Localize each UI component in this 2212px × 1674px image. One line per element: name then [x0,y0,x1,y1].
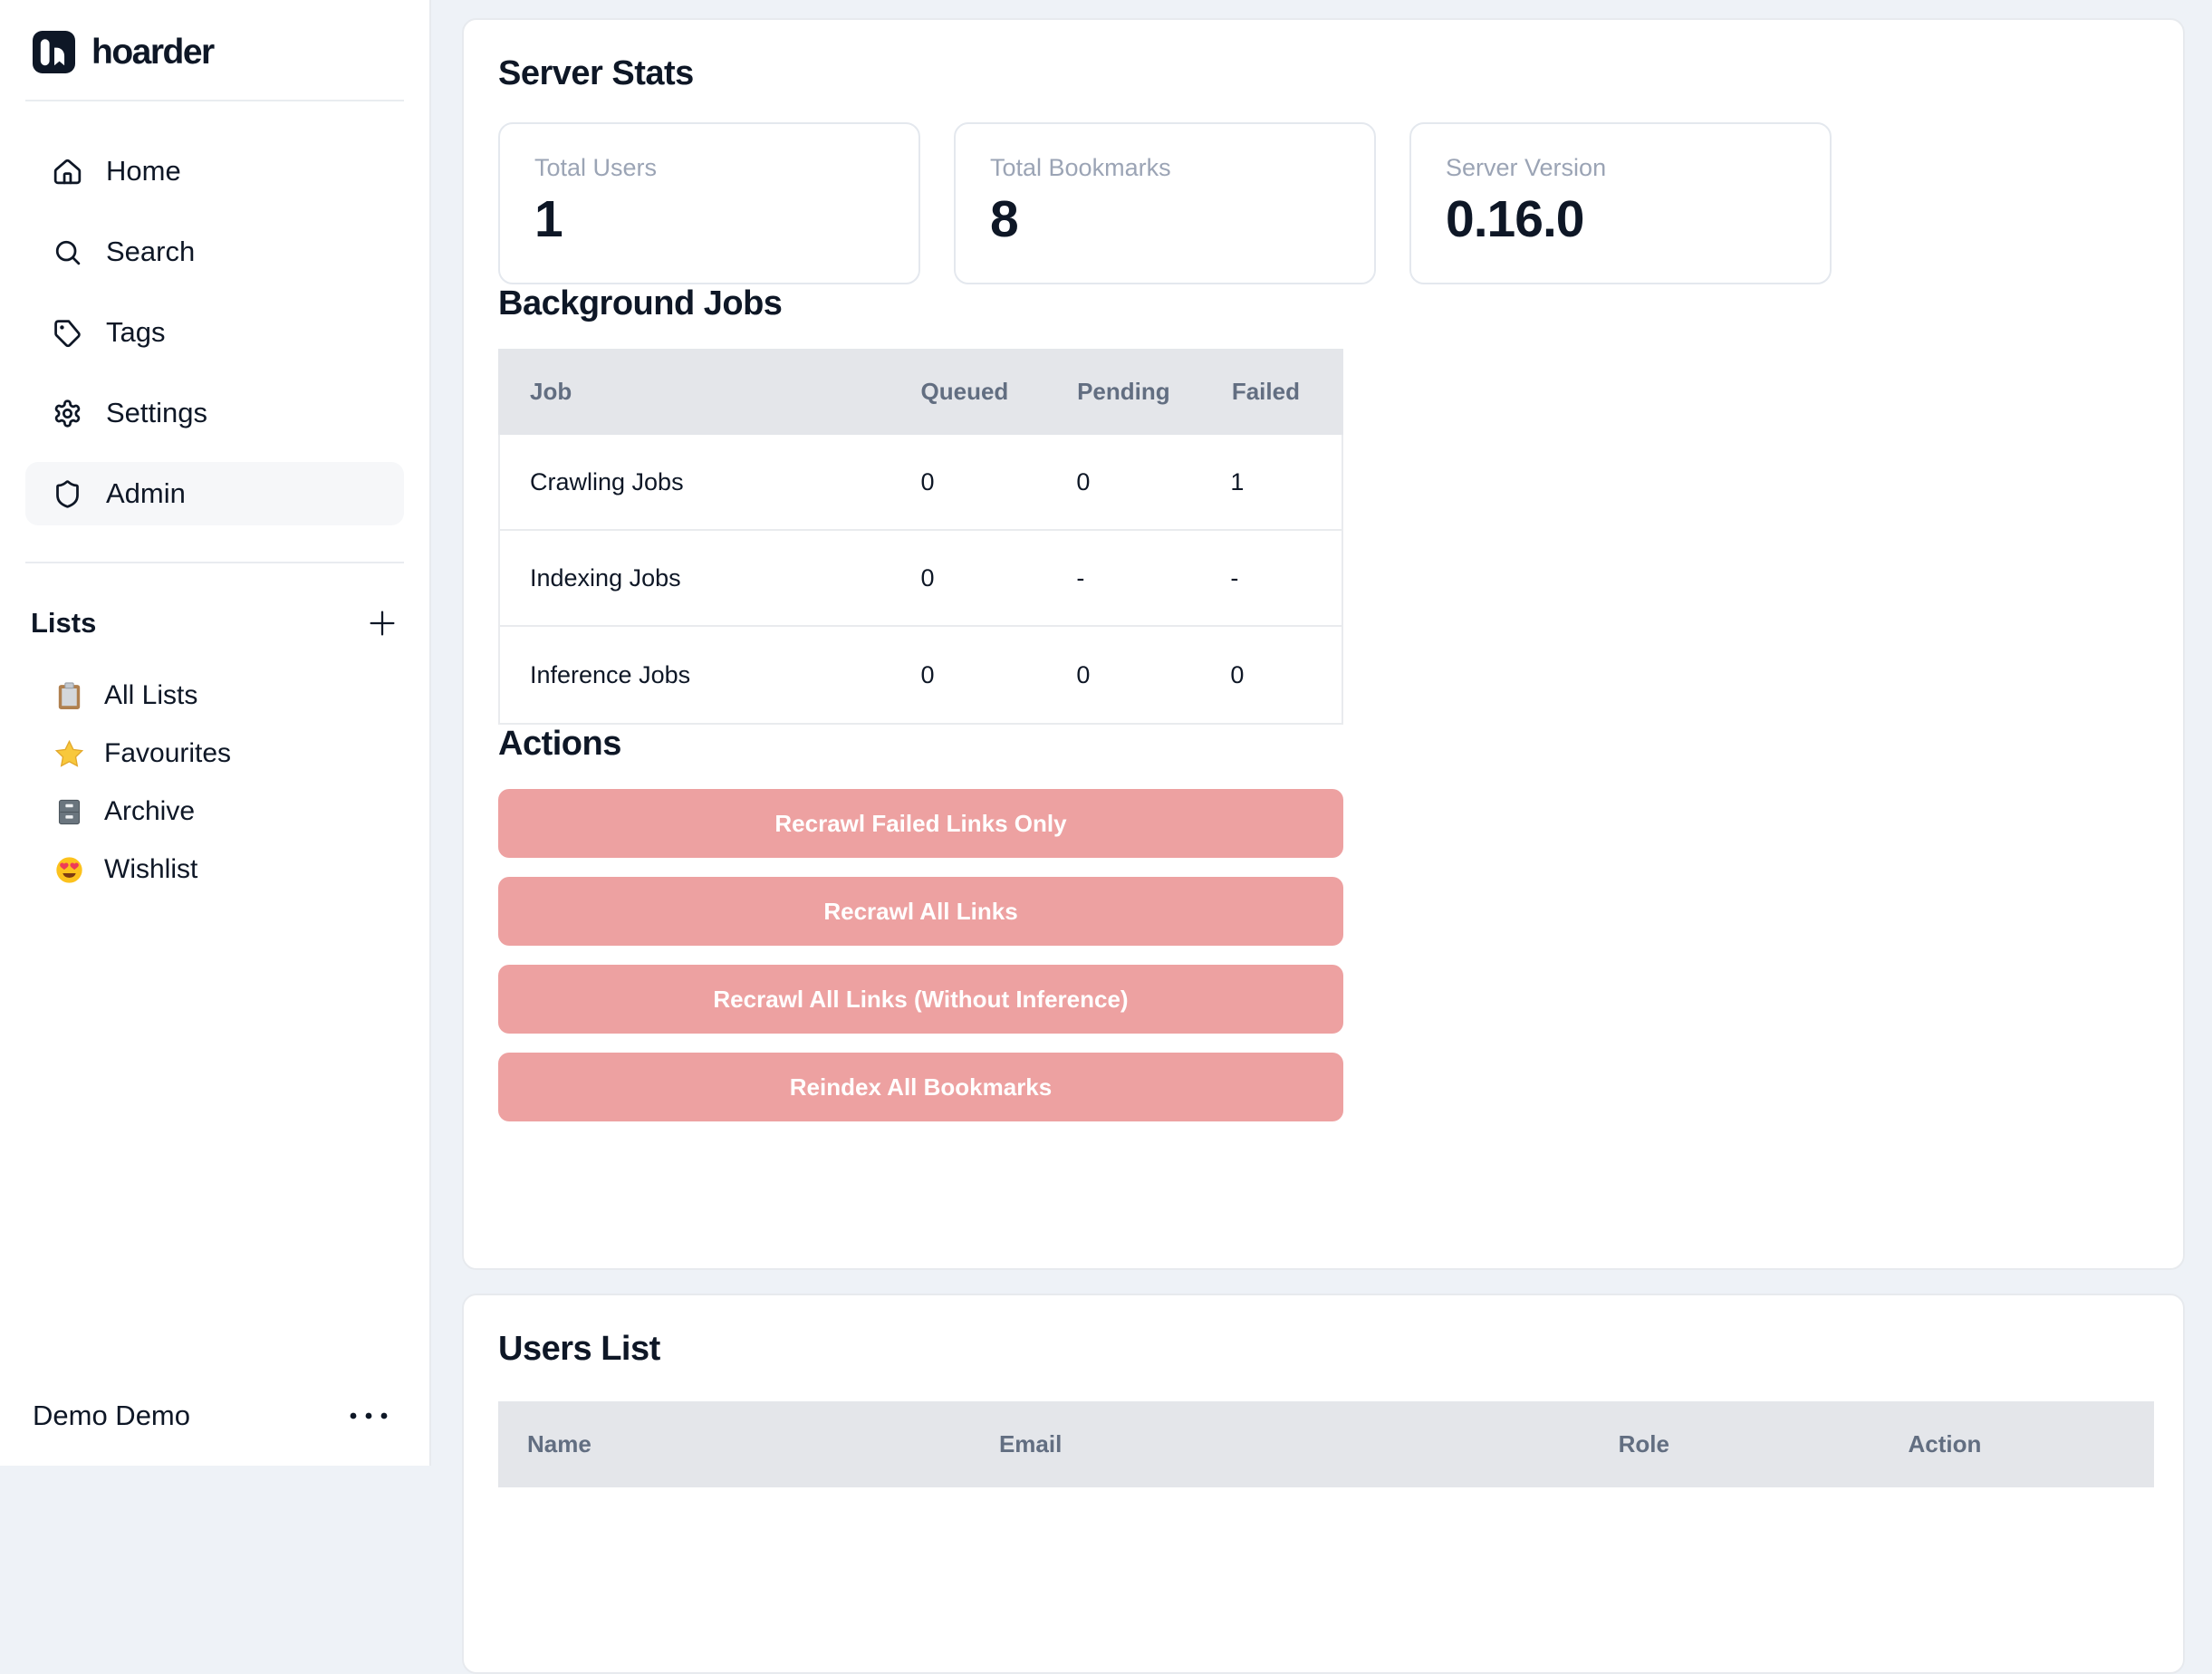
server-stats-row: Total Users 1 Total Bookmarks 8 Server V… [498,122,2149,284]
column-header-name: Name [527,1430,591,1458]
column-header-role: Role [1618,1430,1669,1458]
list-item-label: Favourites [104,738,232,768]
lists-header: Lists [25,600,404,647]
search-icon [55,240,81,265]
pending-value: - [1076,563,1085,592]
stat-card-total-users: Total Users 1 [498,122,920,284]
list-item-favourites[interactable]: Favourites [25,725,404,783]
pending-value: 0 [1076,467,1091,495]
queued-value: 0 [920,660,935,688]
server-stats-title: Server Stats [498,54,694,92]
reindex-all-bookmarks-button[interactable]: Reindex All Bookmarks [498,1053,1343,1121]
table-row-indexing-jobs: Indexing Jobs 0 - - [500,531,1342,627]
stat-label: Total Users [534,154,658,181]
list-item-all-lists[interactable]: All Lists [25,667,404,725]
actions-buttons: Recrawl Failed Links Only Recrawl All Li… [498,789,1343,1121]
stat-value: 1 [534,190,563,248]
failed-value: 0 [1230,660,1245,688]
divider [25,100,404,101]
recrawl-all-links-without-inference-button[interactable]: Recrawl All Links (Without Inference) [498,965,1343,1034]
sidebar-user-row: Demo Demo [25,1386,404,1446]
stat-label: Server Version [1446,154,1607,181]
list-item-label: All Lists [104,680,198,710]
list-item-label: Wishlist [104,854,198,884]
queued-value: 0 [920,563,935,592]
ellipsis-icon [350,1412,388,1419]
sidebar-item-tags[interactable]: Tags [25,301,404,364]
users-table-header: Name Email Role Action [498,1401,2154,1487]
pending-value: 0 [1076,660,1091,688]
column-header-pending: Pending [1077,378,1170,405]
recrawl-failed-links-button[interactable]: Recrawl Failed Links Only [498,789,1343,858]
background-jobs-body: Crawling Jobs 0 0 1 Indexing Jobs 0 - - … [498,435,1343,725]
stat-label: Total Bookmarks [990,154,1171,181]
lists-items: All Lists Favourites Archive [25,667,404,899]
sidebar-item-label: Tags [106,316,166,348]
list-item-archive[interactable]: Archive [25,783,404,841]
actions-title: Actions [498,725,621,763]
column-header-action: Action [1908,1430,1982,1458]
background-jobs-header: Job Queued Pending Failed [498,349,1343,435]
app-logo[interactable]: hoarder [25,31,404,73]
column-header-failed: Failed [1231,378,1300,405]
sidebar-item-admin[interactable]: Admin [25,462,404,525]
star-icon [54,739,84,767]
heart-eyes-icon [56,856,82,883]
sidebar-nav: Home Search Tags Settings Admin [25,140,404,543]
user-menu-button[interactable] [342,1405,395,1427]
add-list-button[interactable] [362,603,402,643]
column-header-email: Email [998,1430,1063,1458]
app-title: hoarder [91,32,215,72]
shield-icon [56,479,79,508]
sidebar-item-label: Home [106,155,181,187]
sidebar-item-label: Settings [106,397,208,428]
failed-value: - [1230,563,1239,592]
stat-card-total-bookmarks: Total Bookmarks 8 [954,122,1376,284]
gear-icon [54,399,81,428]
table-row-inference-jobs: Inference Jobs 0 0 0 [500,627,1342,723]
background-jobs-title: Background Jobs [498,284,783,322]
users-list-card: Users List Name Email Role Action [462,1294,2185,1674]
archive-icon [58,799,81,824]
sidebar-item-label: Search [106,236,196,267]
user-name: Demo Demo [33,1400,190,1431]
recrawl-all-links-button[interactable]: Recrawl All Links [498,877,1343,946]
column-header-queued: Queued [920,378,1009,405]
admin-panel-card: Server Stats Total Users 1 Total Bookmar… [462,18,2185,1270]
sidebar: hoarder Home Search Tags Settings Admin … [0,0,431,1466]
sidebar-item-search[interactable]: Search [25,220,404,284]
lists-title: Lists [31,607,97,639]
stat-value: 8 [990,190,1019,248]
table-row-crawling-jobs: Crawling Jobs 0 0 1 [500,435,1342,531]
plus-icon [370,611,395,636]
hoarder-logo-icon [33,31,75,73]
stat-value: 0.16.0 [1446,190,1584,248]
sidebar-item-settings[interactable]: Settings [25,381,404,445]
job-name: Inference Jobs [530,660,691,688]
home-icon [53,159,82,184]
job-name: Crawling Jobs [530,467,684,495]
stat-card-server-version: Server Version 0.16.0 [1409,122,1832,284]
divider [25,562,404,563]
users-table: Name Email Role Action [498,1401,2154,1487]
sidebar-item-home[interactable]: Home [25,140,404,203]
background-jobs-table: Job Queued Pending Failed Crawling Jobs … [498,349,1343,725]
users-list-title: Users List [498,1330,660,1368]
job-name: Indexing Jobs [530,563,681,592]
column-header-job: Job [530,378,572,405]
sidebar-item-label: Admin [106,477,186,509]
list-item-label: Archive [104,796,196,826]
queued-value: 0 [920,467,935,495]
failed-value: 1 [1230,467,1245,495]
list-item-wishlist[interactable]: Wishlist [25,841,404,899]
clipboard-icon [58,681,81,709]
tag-icon [54,319,81,347]
